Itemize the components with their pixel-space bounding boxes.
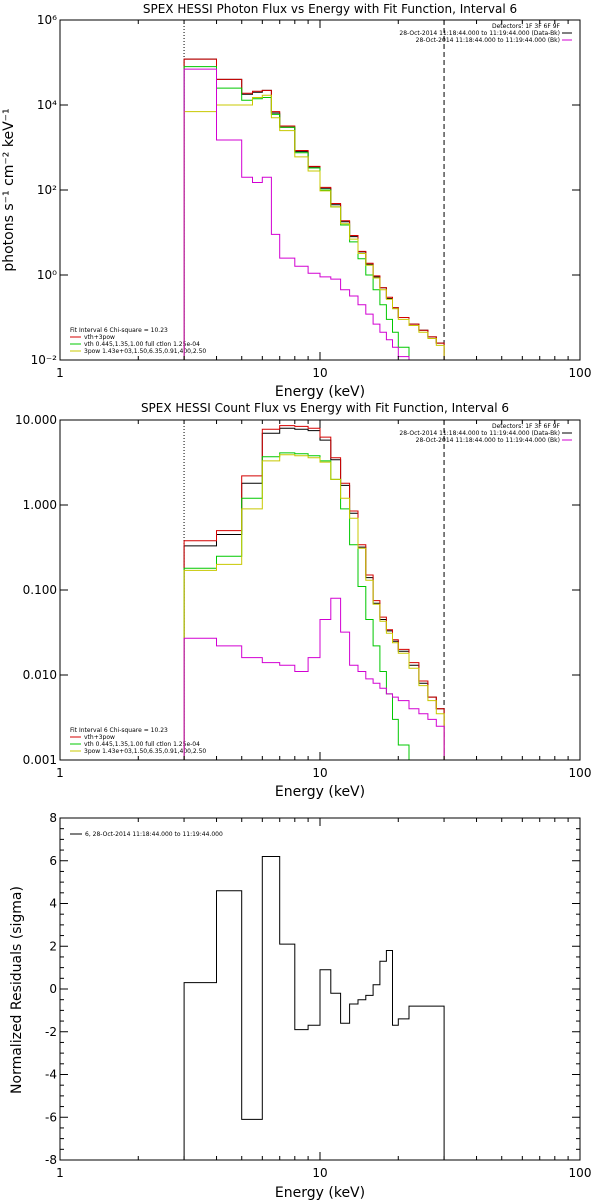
count-flux-plot (183, 420, 445, 760)
residuals-ylabel: Normalized Residuals (sigma) (9, 886, 25, 1094)
photon-flux-series-fit-total (183, 58, 445, 360)
photon-flux-xtick-label-2: 100 (569, 366, 592, 380)
count-flux-legend-bottomleft: Fit Interval 6 Chi-square = 10.23vth+3po… (70, 727, 206, 755)
count-flux-legend-bottomleft-text-3: 3pow 1.43e+03,1.50,6.35,0.91,400,2.50 (84, 748, 206, 755)
photon-flux-ytick-label-4: 10⁶ (37, 13, 57, 27)
residuals-xtick-label-2: 100 (569, 1166, 592, 1180)
residuals-ytick-label-4: 0 (49, 982, 57, 996)
count-flux-legend-bottomleft-text-2: vth 0.445,1.35,1.00 full ctlon 1.25e-04 (84, 741, 200, 748)
residuals-plot (183, 856, 445, 1160)
count-flux-ytick-label-2: 0.100 (23, 583, 57, 597)
count-flux-ytick-label-3: 1.000 (23, 498, 57, 512)
photon-flux-plot (183, 20, 445, 360)
count-flux-axes-frame (59, 419, 581, 761)
residuals-legend-text-0: 6, 28-Oct-2014 11:18:44.000 to 11:19:44.… (85, 831, 223, 838)
photon-flux-legend-topright-text-2: 28-Oct-2014 11:18:44.000 to 11:19:44.000… (416, 37, 560, 44)
count-flux-panel: SPEX HESSI Count Flux vs Energy with Fit… (15, 401, 591, 800)
residuals-ytick-label-6: 4 (49, 897, 57, 911)
count-flux-xtick-label-1: 10 (312, 766, 327, 780)
count-flux-legend-bottomleft-text-0: Fit Interval 6 Chi-square = 10.23 (70, 727, 168, 734)
count-flux-legend-topright-text-1: 28-Oct-2014 11:18:44.000 to 11:19:44.000… (399, 430, 560, 437)
photon-flux-legend-bottomleft-text-1: vth+3pow (84, 334, 115, 341)
residuals-xtick-label-1: 10 (312, 1166, 327, 1180)
count-flux-series-fit-vth (183, 452, 445, 760)
count-flux-legend-topright-text-0: Detectors: 1F 3F 6F 9F (492, 423, 561, 430)
residuals-ytick-label-1: -6 (45, 1110, 57, 1124)
photon-flux-legend-topright-text-1: 28-Oct-2014 11:18:44.000 to 11:19:44.000… (399, 30, 560, 37)
count-flux-ticks: 1 10 100 0.001 0.010 0.100 1.000 10.000 (15, 413, 591, 780)
photon-flux-xtick-label-0: 1 (56, 366, 64, 380)
residuals-legend: 6, 28-Oct-2014 11:18:44.000 to 11:19:44.… (70, 831, 223, 838)
photon-flux-ytick-label-0: 10⁻² (31, 353, 58, 367)
photon-flux-title: SPEX HESSI Photon Flux vs Energy with Fi… (143, 2, 517, 16)
residuals-xlabel: Energy (keV) (275, 1185, 365, 1200)
count-flux-series-fit-3pow (183, 454, 445, 760)
count-flux-ytick-label-0: 0.001 (23, 753, 57, 767)
photon-flux-panel: SPEX HESSI Photon Flux vs Energy with Fi… (1, 2, 591, 400)
photon-flux-ytick-label-3: 10⁴ (37, 98, 57, 112)
residuals-ytick-label-8: 8 (49, 811, 57, 825)
count-flux-series-background (183, 597, 445, 760)
photon-flux-series-background (183, 68, 445, 360)
residuals-ytick-label-2: -4 (45, 1068, 57, 1082)
count-flux-series-data-minus-bk (183, 427, 445, 760)
photon-flux-legend-bottomleft-text-0: Fit Interval 6 Chi-square = 10.23 (70, 327, 168, 334)
photon-flux-ytick-label-2: 10² (37, 183, 57, 197)
count-flux-xtick-label-2: 100 (569, 766, 592, 780)
count-flux-legend-bottomleft-text-1: vth+3pow (84, 734, 115, 741)
photon-flux-ticks: 1 10 100 10⁻² 10⁰ 10² 10⁴ 10⁶ (31, 13, 592, 380)
photon-flux-legend-bottomleft-text-3: 3pow 1.43e+03,1.50,6.35,0.91,400,2.50 (84, 348, 206, 355)
count-flux-title: SPEX HESSI Count Flux vs Energy with Fit… (141, 401, 509, 415)
residuals-ytick-label-0: -8 (45, 1153, 57, 1167)
residuals-ytick-label-5: 2 (49, 939, 57, 953)
residuals-ytick-label-3: -2 (45, 1025, 57, 1039)
residuals-ticks: 1 10 100 -8 -6 -4 -2 0 2 4 6 8 (45, 811, 591, 1180)
count-flux-ytick-label-4: 10.000 (15, 413, 57, 427)
count-flux-xtick-label-0: 1 (56, 766, 64, 780)
count-flux-xlabel: Energy (keV) (275, 784, 365, 800)
photon-flux-xtick-label-1: 10 (312, 366, 327, 380)
residuals-ytick-label-7: 6 (49, 854, 57, 868)
residuals-xtick-label-0: 1 (56, 1166, 64, 1180)
photon-flux-xlabel: Energy (keV) (275, 384, 365, 400)
residuals-series-residuals (183, 856, 445, 1160)
count-flux-ytick-label-1: 0.010 (23, 668, 57, 682)
photon-flux-series-fit-3pow (183, 94, 445, 360)
count-flux-series-fit-total (183, 425, 445, 760)
count-flux-legend-topright-text-2: 28-Oct-2014 11:18:44.000 to 11:19:44.000… (416, 437, 560, 444)
photon-flux-series-data-minus-bk (183, 58, 445, 360)
photon-flux-ytick-label-1: 10⁰ (37, 268, 57, 282)
photon-flux-legend-topright-text-0: Detectors: 1F 3F 6F 9F (492, 23, 561, 30)
photon-flux-series-fit-vth (183, 66, 445, 360)
residuals-panel: 6, 28-Oct-2014 11:18:44.000 to 11:19:44.… (9, 811, 591, 1200)
photon-flux-ylabel: photons s⁻¹ cm⁻² keV⁻¹ (1, 108, 17, 271)
photon-flux-legend-bottomleft-text-2: vth 0.445,1.35,1.00 full ctlon 1.25e-04 (84, 341, 200, 348)
photon-flux-legend-bottomleft: Fit Interval 6 Chi-square = 10.23vth+3po… (70, 327, 206, 355)
